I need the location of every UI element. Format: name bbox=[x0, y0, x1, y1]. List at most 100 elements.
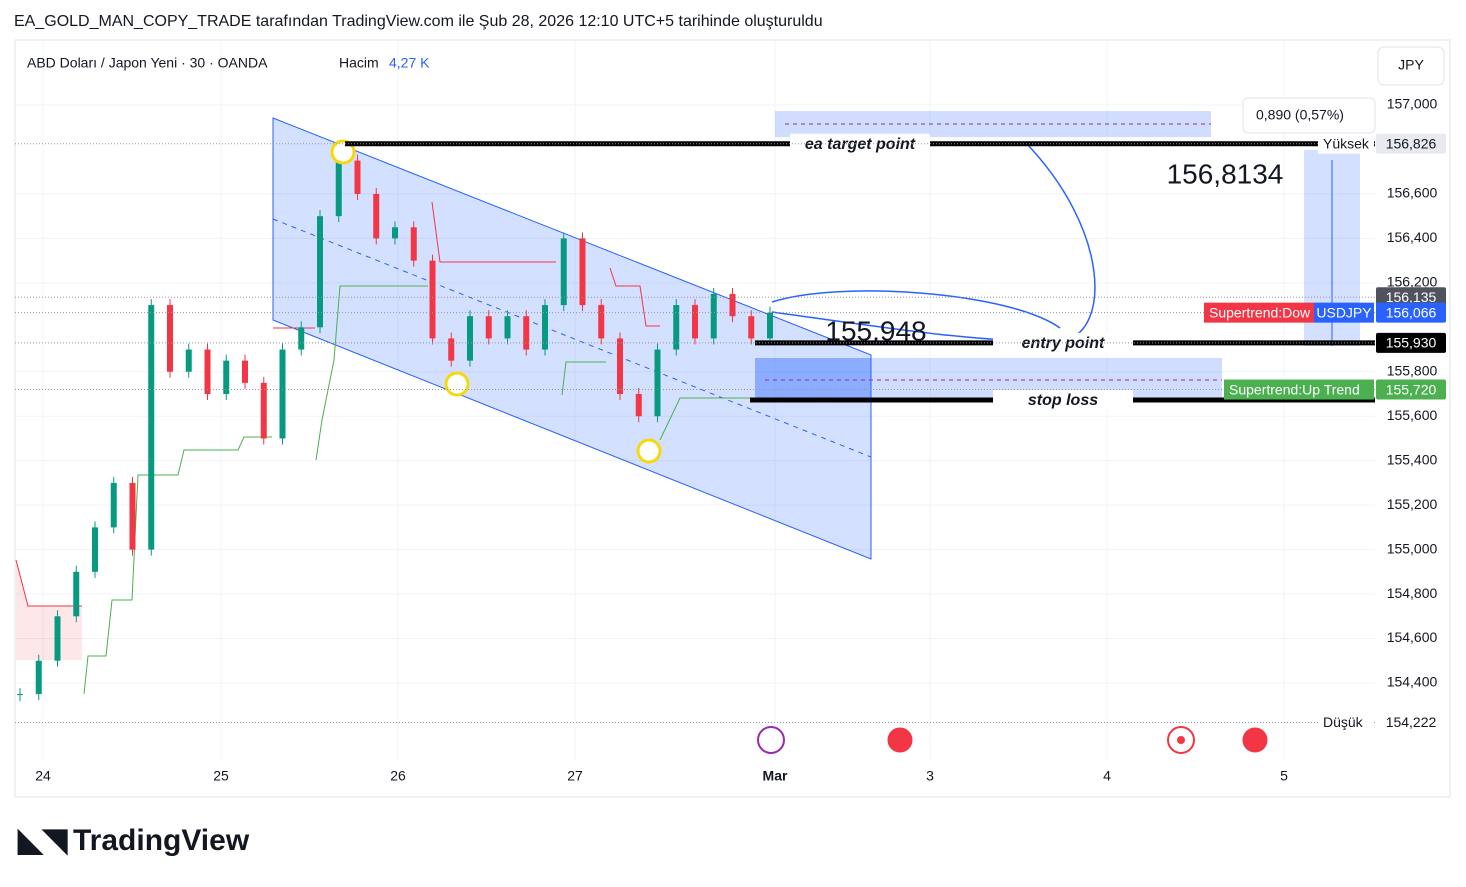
badge-name: Yüksek bbox=[1323, 135, 1370, 151]
y-tick-label: 157,000 bbox=[1387, 96, 1438, 112]
brand: TradingView bbox=[73, 824, 250, 857]
symbol: ABD Doları / Japon Yeni · 30 · OANDA bbox=[27, 55, 268, 71]
candle bbox=[654, 349, 661, 417]
candle bbox=[523, 316, 530, 350]
level-label: stop loss bbox=[1028, 392, 1098, 409]
swing-low bbox=[636, 438, 662, 464]
candle bbox=[467, 316, 473, 361]
x-tick-label: 3 bbox=[926, 768, 934, 784]
event-icon[interactable] bbox=[886, 726, 914, 754]
name-bg bbox=[1318, 133, 1374, 154]
candle bbox=[542, 305, 548, 350]
tag-bg bbox=[1314, 302, 1374, 323]
candle bbox=[560, 238, 567, 306]
candle bbox=[617, 338, 623, 394]
price-badge-label: 155,930 bbox=[1386, 335, 1437, 351]
supertrend-up2 bbox=[315, 285, 772, 461]
x-tick-label: 5 bbox=[1280, 768, 1288, 784]
candle bbox=[373, 193, 380, 239]
swing-high bbox=[330, 139, 356, 165]
event-icon[interactable] bbox=[1241, 726, 1269, 754]
candle bbox=[598, 305, 605, 339]
name-bg bbox=[1204, 302, 1314, 323]
candle bbox=[223, 360, 230, 394]
candle bbox=[129, 482, 136, 550]
candle bbox=[729, 293, 736, 317]
entry-annotation: 155,948 bbox=[825, 315, 926, 346]
candle bbox=[448, 338, 455, 361]
currency-button[interactable] bbox=[1377, 46, 1445, 86]
y-tick-label: 155,600 bbox=[1387, 407, 1438, 423]
candle bbox=[579, 238, 586, 306]
event-dot bbox=[1177, 736, 1185, 744]
candle bbox=[354, 160, 361, 194]
candle bbox=[317, 216, 323, 328]
candle bbox=[710, 293, 717, 339]
candle bbox=[110, 482, 117, 528]
event-icon[interactable] bbox=[757, 726, 785, 754]
candle bbox=[429, 260, 436, 339]
y-tick-label: 155,400 bbox=[1387, 451, 1438, 467]
price-badge-label: 156,826 bbox=[1386, 135, 1437, 151]
frame bbox=[14, 39, 1451, 798]
x-tick-label: 26 bbox=[390, 768, 406, 784]
badge-name: Düşük bbox=[1323, 714, 1364, 730]
measure-text: 0,890 (0,57%) bbox=[1256, 107, 1344, 123]
candle bbox=[167, 305, 173, 372]
measure-tooltip bbox=[1242, 97, 1376, 134]
price-badge-label: 156,135 bbox=[1386, 289, 1437, 305]
y-tick-label: 154,800 bbox=[1387, 585, 1438, 601]
level-label-bg bbox=[790, 133, 930, 154]
swing-low bbox=[444, 371, 470, 397]
arc bbox=[771, 141, 1096, 342]
price-badge bbox=[1376, 287, 1446, 308]
candle bbox=[73, 571, 80, 617]
y-tick-label: 156,400 bbox=[1387, 229, 1438, 245]
candle bbox=[504, 316, 511, 339]
price-badge-label: 155,720 bbox=[1386, 381, 1437, 397]
price-badge bbox=[1376, 712, 1446, 733]
level-label: entry point bbox=[1022, 335, 1105, 352]
candle bbox=[767, 312, 773, 339]
price-badge bbox=[1376, 332, 1446, 353]
candle bbox=[298, 327, 305, 350]
candle bbox=[17, 694, 23, 696]
candle bbox=[185, 349, 192, 372]
x-tick-label: 24 bbox=[35, 768, 51, 784]
badge-name: Supertrend:Dow bbox=[1209, 304, 1311, 320]
candle bbox=[260, 382, 267, 439]
brand-logo: ◣◥ bbox=[17, 821, 69, 857]
candle bbox=[692, 305, 698, 339]
level-label: ea target point bbox=[805, 136, 916, 153]
candle bbox=[485, 316, 492, 339]
candle bbox=[204, 349, 211, 394]
price-badge-label: 156,066 bbox=[1386, 304, 1437, 320]
st-fill bbox=[16, 560, 82, 660]
candle bbox=[392, 227, 398, 239]
candle bbox=[148, 305, 155, 550]
candle bbox=[748, 316, 755, 339]
candle bbox=[92, 527, 98, 572]
x-tick-label: Mar bbox=[763, 768, 788, 784]
candle bbox=[279, 349, 286, 439]
y-tick-label: 154,600 bbox=[1387, 629, 1438, 645]
supertrend-down bbox=[15, 559, 82, 607]
supertrend-up bbox=[83, 436, 272, 695]
currency: JPY bbox=[1398, 57, 1424, 73]
y-tick-label: 155,000 bbox=[1387, 540, 1438, 556]
y-tick-label: 156,600 bbox=[1387, 185, 1438, 201]
x-tick-label: 27 bbox=[567, 768, 583, 784]
price-badge bbox=[1376, 302, 1446, 323]
y-tick-label: 155,200 bbox=[1387, 496, 1438, 512]
volume-label: Hacim bbox=[339, 55, 379, 71]
supertrend-down2 bbox=[273, 201, 660, 329]
name-bg bbox=[1318, 712, 1374, 733]
badge-name: Supertrend:Up Trend bbox=[1229, 381, 1360, 397]
price-badge-label: 154,222 bbox=[1386, 714, 1437, 730]
volume: 4,27 K bbox=[389, 55, 430, 71]
candle bbox=[410, 227, 417, 261]
price-badge bbox=[1376, 133, 1446, 154]
target-annotation: 156,8134 bbox=[1167, 158, 1284, 189]
candle bbox=[673, 305, 680, 350]
